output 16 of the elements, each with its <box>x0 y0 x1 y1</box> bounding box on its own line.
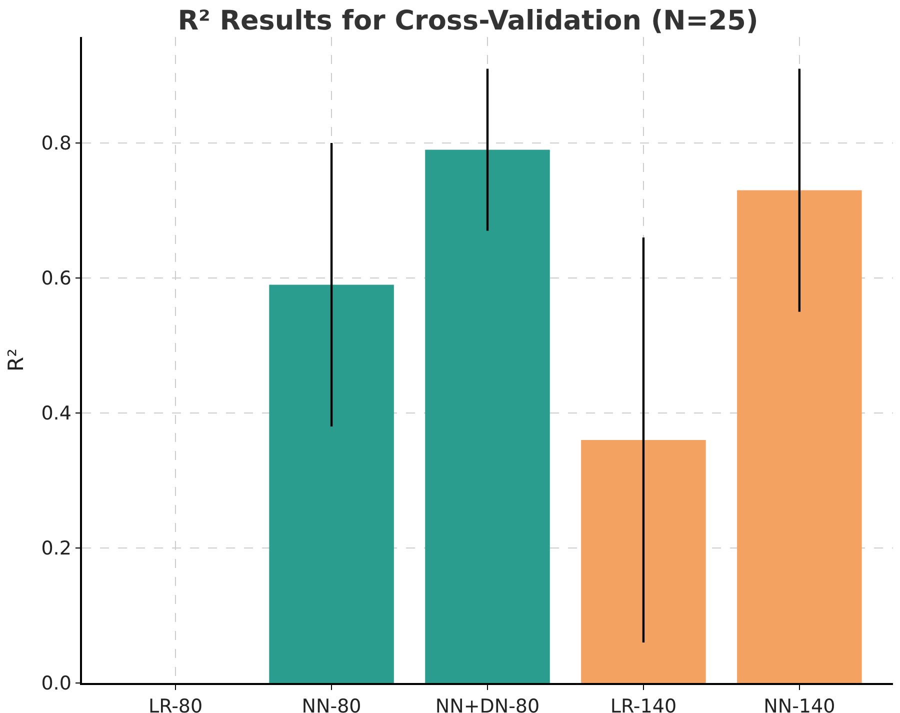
x-tick-label: NN+DN-80 <box>435 696 540 713</box>
x-tick-label: LR-80 <box>148 696 203 713</box>
bar <box>425 150 550 683</box>
x-tick-label: LR-140 <box>610 696 677 713</box>
y-tick-label: 0.0 <box>41 672 72 695</box>
y-tick-label: 0.2 <box>41 538 72 560</box>
bar <box>737 190 862 683</box>
y-tick-label: 0.6 <box>41 268 72 290</box>
y-tick-label: 0.4 <box>41 402 72 425</box>
bar <box>581 440 706 683</box>
x-tick-label: NN-80 <box>302 696 362 713</box>
y-axis-title: R² <box>4 348 28 372</box>
y-tick-label: 0.8 <box>41 132 72 155</box>
x-tick-label: NN-140 <box>764 696 836 713</box>
chart-title: R² Results for Cross-Validation (N=25) <box>178 6 758 37</box>
bar <box>269 284 394 683</box>
